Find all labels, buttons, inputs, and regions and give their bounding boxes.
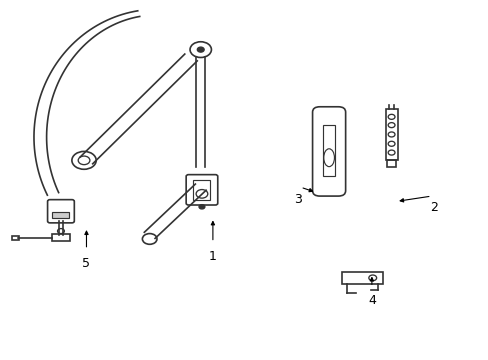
- Bar: [386, 160, 396, 167]
- Text: 2: 2: [429, 202, 437, 215]
- Bar: [52, 234, 70, 241]
- Bar: [193, 180, 210, 200]
- Text: 3: 3: [293, 193, 301, 206]
- Circle shape: [199, 204, 204, 209]
- Bar: [322, 125, 335, 176]
- Text: 4: 4: [367, 294, 375, 307]
- Bar: [52, 212, 69, 217]
- Bar: [12, 236, 20, 240]
- Text: 5: 5: [82, 257, 90, 270]
- Bar: [385, 109, 397, 160]
- Bar: [341, 272, 382, 284]
- Circle shape: [197, 47, 203, 52]
- Text: 1: 1: [208, 249, 216, 263]
